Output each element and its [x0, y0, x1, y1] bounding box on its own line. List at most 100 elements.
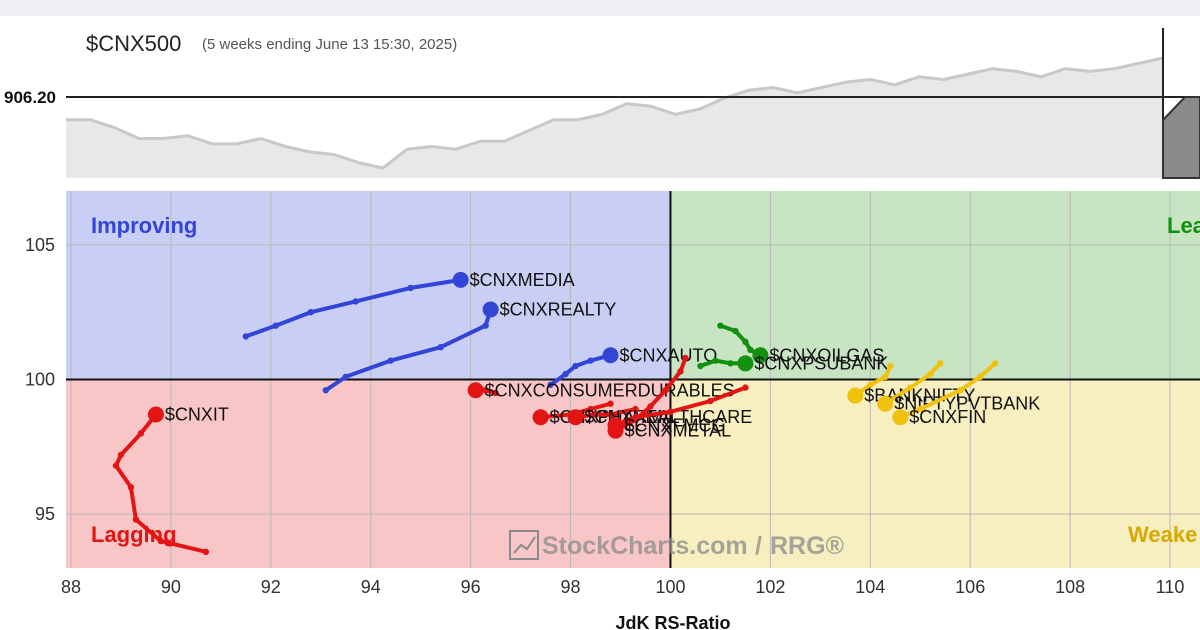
series-point: [492, 389, 499, 397]
quadrant-lagging: [66, 379, 671, 568]
x-axis-title: JdK RS-Ratio: [615, 613, 730, 630]
x-tick-label: 92: [261, 577, 281, 597]
x-tick-label: 106: [955, 577, 985, 597]
series-head-point[interactable]: [607, 417, 624, 434]
x-tick-label: 98: [561, 577, 581, 597]
series-label: $NIFTYPVTBANK: [894, 394, 1040, 414]
series-point: [927, 370, 934, 378]
series-point: [717, 322, 724, 329]
series-point: [707, 397, 714, 405]
series-label: $CNXCONSUMERDURABLES: [485, 380, 735, 400]
series-point: [587, 405, 594, 413]
watermark-product: RRG®: [770, 532, 845, 560]
x-tick-label: 90: [161, 577, 181, 597]
series-point: [117, 451, 125, 459]
quadrant-improving: [66, 191, 671, 380]
series-point: [607, 411, 614, 418]
series-cnxrealty: $CNXREALTY: [322, 299, 617, 394]
series-point: [482, 322, 489, 329]
price-panel: 906.20 $CNX500 (5 weeks ending June 13 1…: [4, 28, 1200, 179]
series-point: [407, 284, 414, 292]
series-label: $CNXOILGAS: [769, 345, 884, 365]
series-point: [112, 462, 120, 469]
price-area: [66, 58, 1163, 178]
series-tail: [853, 364, 893, 398]
y-tick-label: 95: [35, 504, 55, 524]
series-point: [917, 405, 924, 413]
series-point: [342, 373, 349, 381]
series-head-point[interactable]: [752, 347, 769, 364]
series-point: [127, 484, 135, 491]
chart-subtitle: (5 weeks ending June 13 15:30, 2025): [202, 36, 457, 53]
series-cnxauto: $CNXAUTO: [547, 345, 718, 389]
series-point: [632, 414, 639, 421]
series-point: [387, 357, 394, 364]
series-point: [647, 403, 654, 410]
series-tail: [114, 412, 208, 554]
series-layer: $CNXMEDIA$CNXREALTY$CNXAUTO $CNXOILGAS$CN…: [112, 270, 1040, 556]
series-point: [662, 387, 669, 394]
series-point: [697, 362, 704, 370]
watermark: StockCharts.com / RRG®: [509, 530, 845, 560]
y-tick-label: 100: [25, 370, 55, 390]
series-point: [307, 308, 314, 316]
series-point: [747, 346, 754, 354]
x-axis-ticks: 88 90 92 94 96 98 100 102 104 106 108 110: [61, 577, 1184, 597]
series-point: [742, 338, 749, 345]
series-cnxpsubank: $CNXPSUBANK: [697, 353, 888, 373]
y-axis-ticks: 95 100 105: [25, 235, 55, 524]
series-tail: [883, 361, 943, 406]
series-point: [677, 368, 684, 375]
series-head-point[interactable]: [467, 382, 484, 399]
series-point: [572, 362, 579, 370]
x-tick-label: 104: [855, 577, 885, 597]
series-label: $CNXREALTY: [500, 299, 617, 319]
quadrant-weakening: [670, 379, 1200, 568]
stockcharts-logo-icon: [509, 530, 539, 560]
series-point: [482, 387, 489, 394]
series-head-point[interactable]: [847, 387, 864, 404]
series-head-point[interactable]: [452, 271, 469, 288]
series-point: [882, 373, 889, 381]
series-point: [682, 354, 689, 362]
center-lines: [66, 191, 1200, 568]
series-point: [132, 516, 140, 523]
series-head-point[interactable]: [482, 301, 499, 318]
series-head-point[interactable]: [532, 409, 549, 426]
series-head-point[interactable]: [737, 355, 754, 372]
x-tick-label: 110: [1156, 577, 1185, 597]
series-point: [632, 405, 639, 413]
series-cnxoilgas: $CNXOILGAS: [717, 322, 884, 365]
series-head-point[interactable]: [892, 409, 909, 426]
series-label: $CNXPSUBANK: [754, 353, 888, 373]
series-head-point[interactable]: [147, 406, 164, 423]
series-cnxconsumerdurables: $CNXCONSUMERDURABLES: [467, 380, 735, 400]
series-point: [242, 333, 250, 340]
series-point: [202, 548, 210, 556]
price-line: [66, 56, 1164, 170]
price-tail-shape: [1162, 96, 1200, 179]
series-point: [887, 362, 894, 370]
series-head-point[interactable]: [602, 347, 619, 364]
series-tail: [573, 407, 638, 420]
price-label: 906.20: [4, 88, 56, 107]
series-label: $CNXMEDIA: [470, 270, 575, 290]
x-tick-label: 102: [755, 577, 785, 597]
series-label: $CNXFIN: [909, 407, 986, 427]
series-label: $CNXAUTO: [620, 345, 718, 365]
series-label: $CNXFMCG: [625, 415, 726, 435]
series-cnxfmcg: $CNXFMCG: [607, 384, 749, 435]
quadrant-label-weakening: Weake: [1128, 522, 1197, 547]
series-point: [352, 298, 359, 305]
series-point: [587, 357, 594, 364]
series-point: [157, 537, 165, 545]
watermark-brand: StockCharts.com: [542, 532, 748, 560]
x-tick-label: 96: [461, 577, 481, 597]
series-head-point[interactable]: [877, 395, 894, 412]
chart-title: $CNX500: [86, 31, 181, 56]
series-point: [592, 411, 599, 418]
series-point: [867, 381, 874, 389]
series-head-point[interactable]: [567, 409, 584, 426]
series-point: [727, 360, 734, 367]
